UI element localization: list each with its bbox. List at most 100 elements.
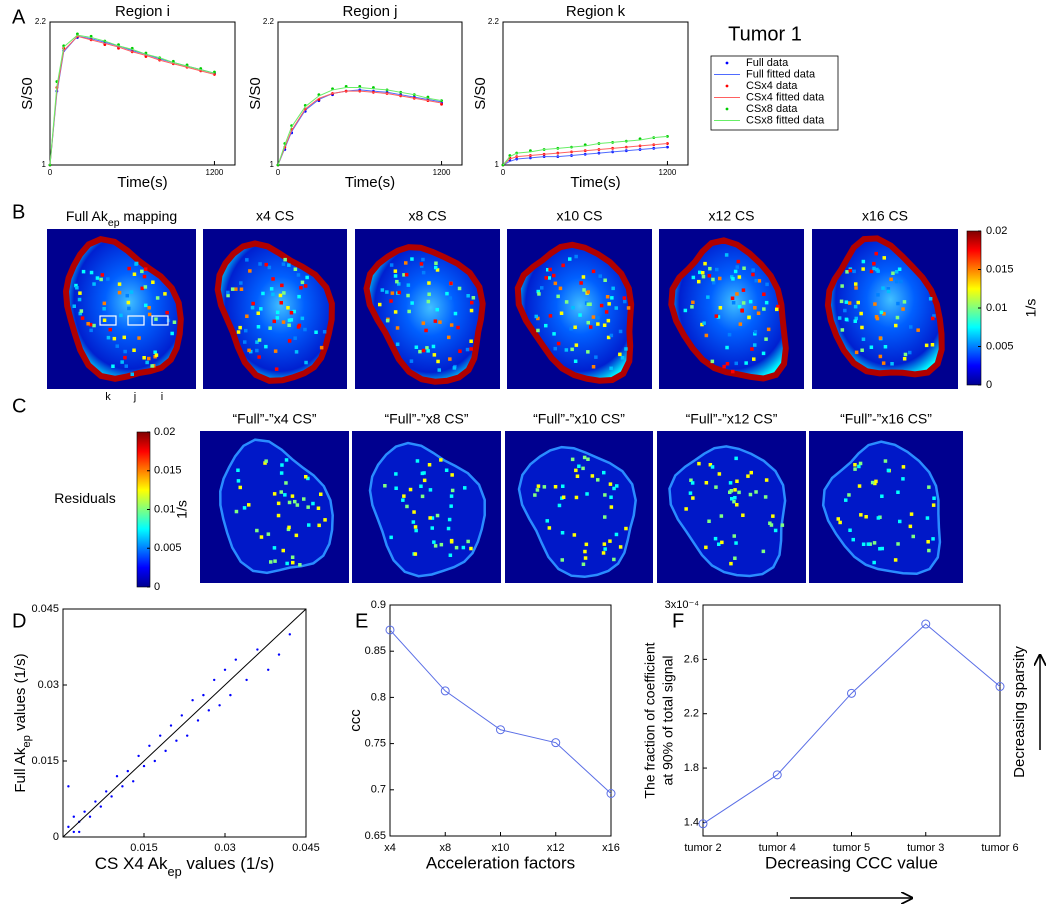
map-pixel bbox=[840, 328, 845, 332]
map-pixel bbox=[409, 359, 414, 363]
map-pixel bbox=[117, 282, 122, 286]
map-pixel bbox=[557, 503, 562, 508]
map-pixel bbox=[611, 286, 615, 291]
map-pixel bbox=[316, 506, 321, 510]
map-pixel bbox=[433, 544, 438, 548]
map-pixel bbox=[272, 492, 277, 496]
colorbar-tick-label: 0.02 bbox=[154, 426, 175, 438]
map-pixel bbox=[438, 320, 442, 324]
map-pixel bbox=[248, 269, 252, 273]
map-pixel bbox=[132, 272, 137, 276]
panel-label: E bbox=[355, 610, 368, 632]
map-pixel bbox=[102, 318, 107, 322]
map-title-tail: mapping bbox=[120, 208, 178, 224]
map-pixel bbox=[618, 352, 622, 357]
y-tick-label: 1.8 bbox=[684, 762, 699, 774]
map-pixel bbox=[586, 290, 590, 294]
map-pixel bbox=[448, 357, 452, 361]
map-pixel bbox=[589, 325, 593, 329]
map-pixel bbox=[394, 486, 398, 490]
map-pixel bbox=[718, 276, 722, 281]
map-pixel bbox=[447, 517, 452, 522]
map-pixel bbox=[434, 265, 438, 270]
data-point bbox=[67, 785, 70, 788]
roi-label: i bbox=[161, 391, 163, 403]
map-pixel bbox=[123, 355, 127, 360]
map-pixel bbox=[596, 322, 600, 326]
colorbar-tick-label: 0.015 bbox=[986, 263, 1014, 275]
map-pixel bbox=[422, 478, 427, 483]
y-tick-label: 2.2 bbox=[684, 708, 699, 720]
map-pixel bbox=[271, 277, 275, 281]
map-pixel bbox=[305, 275, 309, 280]
map-pixel bbox=[729, 561, 733, 566]
map-pixel bbox=[286, 306, 290, 310]
map-pixel bbox=[753, 332, 757, 336]
x-axis-label: CS X4 Akep values (1/s) bbox=[95, 854, 275, 878]
map-pixel bbox=[574, 254, 578, 259]
map-pixel bbox=[143, 267, 148, 271]
map-pixel bbox=[683, 308, 688, 313]
map-pixel bbox=[280, 283, 284, 288]
map-pixel bbox=[844, 498, 848, 502]
map-pixel bbox=[540, 286, 544, 290]
data-point bbox=[72, 815, 76, 818]
map-pixel bbox=[684, 507, 688, 511]
map-pixel bbox=[731, 301, 736, 305]
map-pixel bbox=[861, 542, 866, 546]
legend-marker bbox=[725, 61, 729, 65]
map-pixel bbox=[925, 516, 930, 520]
data-point bbox=[180, 714, 183, 717]
marker bbox=[995, 682, 1005, 692]
map-pixel bbox=[574, 343, 579, 347]
x-tick-label: tumor 4 bbox=[759, 842, 796, 854]
map-pixel bbox=[558, 286, 563, 291]
map-pixel bbox=[559, 311, 564, 315]
map-pixel bbox=[899, 279, 903, 284]
map-pixel bbox=[717, 472, 722, 476]
map-pixel bbox=[430, 516, 435, 520]
chart-title: Region k bbox=[566, 3, 626, 20]
legend-marker bbox=[725, 84, 729, 88]
x-tick-label: tumor 5 bbox=[833, 842, 870, 854]
map-pixel bbox=[258, 262, 262, 266]
data-point bbox=[223, 668, 227, 671]
map-pixel bbox=[282, 291, 286, 295]
map-pixel bbox=[542, 485, 547, 489]
map-pixel bbox=[706, 295, 710, 299]
map-pixel bbox=[716, 315, 721, 319]
map-pixel bbox=[279, 490, 283, 494]
map-pixel bbox=[137, 336, 141, 340]
map-pixel bbox=[874, 251, 878, 256]
map-pixel bbox=[419, 262, 424, 266]
map-pixel bbox=[765, 282, 769, 287]
y-tick-label: 3x10⁻⁴ bbox=[665, 599, 700, 611]
marker bbox=[772, 770, 782, 780]
y-tick-label: 2.2 bbox=[488, 17, 500, 26]
map-pixel bbox=[894, 279, 899, 284]
panel-label: B bbox=[12, 201, 25, 223]
map-pixel bbox=[154, 353, 159, 357]
map-pixel bbox=[279, 471, 284, 475]
map-pixel bbox=[407, 309, 411, 314]
data-point bbox=[186, 734, 189, 737]
map-pixel bbox=[553, 346, 557, 351]
map-pixel bbox=[707, 274, 712, 278]
panel-label: C bbox=[12, 395, 26, 417]
panel-label: F bbox=[672, 610, 684, 632]
map-pixel bbox=[144, 303, 148, 308]
x-tick-label: 0 bbox=[276, 168, 281, 177]
map-pixel bbox=[750, 347, 754, 351]
map-pixel bbox=[564, 348, 569, 352]
map-pixel bbox=[857, 484, 862, 488]
map-pixel bbox=[624, 526, 628, 531]
map-pixel bbox=[700, 322, 704, 327]
map-pixel bbox=[859, 311, 863, 316]
map-pixel bbox=[257, 338, 262, 342]
map-pixel bbox=[397, 290, 401, 295]
map-pixel bbox=[449, 494, 454, 498]
map-pixel bbox=[127, 306, 131, 311]
map-pixel bbox=[735, 265, 739, 269]
map-pixel bbox=[266, 532, 271, 536]
map-pixel bbox=[405, 504, 409, 509]
